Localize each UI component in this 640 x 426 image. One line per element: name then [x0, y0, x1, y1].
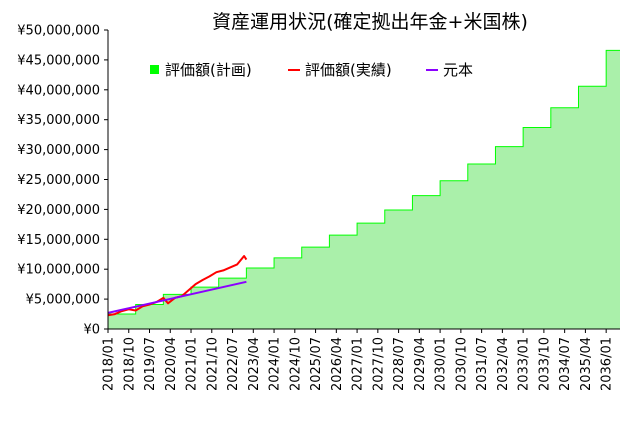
- x-tick-label: 2026/04: [330, 337, 345, 391]
- principal-line: [107, 280, 247, 314]
- plan-area-outline: [107, 49, 620, 329]
- x-tick-label: 2024/10: [288, 337, 303, 391]
- x-tick-label: 2024/01: [268, 337, 283, 391]
- y-tick-label: ¥35,000,000: [17, 113, 100, 128]
- x-tick-label: 2031/07: [475, 337, 490, 391]
- x-tick-label: 2018/01: [102, 337, 117, 391]
- y-tick-label: ¥20,000,000: [17, 203, 100, 218]
- plot-area: [107, 49, 620, 329]
- x-tick-label: 2033/10: [537, 337, 552, 391]
- legend-plan-swatch: [150, 65, 159, 74]
- x-tick-label: 2034/07: [558, 337, 573, 391]
- x-tick-label: 2035/04: [579, 337, 594, 391]
- x-tick-label: 2021/10: [205, 337, 220, 391]
- y-tick-label: ¥25,000,000: [17, 173, 100, 188]
- x-tick-label: 2021/01: [185, 337, 200, 391]
- y-tick-label: ¥30,000,000: [17, 143, 100, 158]
- y-tick-label: ¥50,000,000: [17, 24, 100, 39]
- x-tick-label: 2027/10: [371, 337, 386, 391]
- x-axis: 2018/01 2018/10 2019/07 2020/04 2021/01 2021/…: [102, 328, 620, 391]
- x-tick-label: 2018/10: [122, 337, 137, 391]
- x-tick-label: 2023/04: [247, 337, 262, 391]
- x-tick-label: 2022/07: [226, 337, 241, 391]
- legend-principal-label: 元本: [443, 61, 473, 79]
- y-tick-label: ¥40,000,000: [17, 83, 100, 98]
- x-tick-label: 2036/01: [600, 337, 615, 391]
- x-tick-label: 2030/10: [454, 337, 469, 391]
- x-tick-label: 2032/04: [496, 337, 511, 391]
- y-tick-label: ¥10,000,000: [17, 263, 100, 278]
- x-tick-label: 2019/07: [143, 337, 158, 391]
- y-axis: ¥0 ¥5,000,000 ¥10,000,000 ¥15,000,000 ¥20,00…: [17, 24, 109, 338]
- y-tick-label: ¥15,000,000: [17, 233, 100, 248]
- plan-area-fill: [108, 50, 620, 329]
- legend-actual-label: 評価額(実績): [305, 61, 392, 79]
- x-tick-label: 2030/01: [434, 337, 449, 391]
- y-tick-label: ¥45,000,000: [17, 53, 100, 68]
- x-tick-label: 2028/07: [392, 337, 407, 391]
- x-tick-label: 2027/01: [351, 337, 366, 391]
- legend: 評価額(計画) 評価額(実績) 元本: [150, 61, 473, 79]
- y-tick-label: ¥0: [83, 323, 100, 338]
- x-tick-label: 2020/04: [164, 337, 179, 391]
- legend-plan-label: 評価額(計画): [165, 61, 252, 79]
- x-tick-label: 2033/01: [517, 337, 532, 391]
- chart-title: 資産運用状況(確定拠出年金+米国株): [212, 11, 528, 33]
- y-tick-label: ¥5,000,000: [26, 293, 100, 308]
- x-tick-label: 2025/07: [309, 337, 324, 391]
- x-tick-label: 2029/04: [413, 337, 428, 391]
